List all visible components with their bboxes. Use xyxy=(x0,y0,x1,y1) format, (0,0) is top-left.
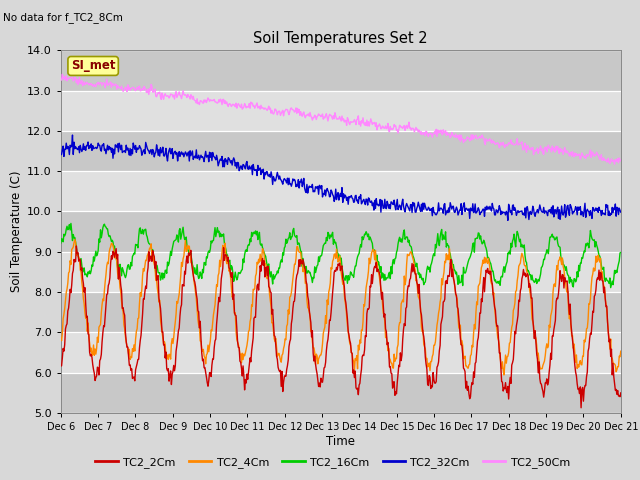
Text: No data for f_TC2_8Cm: No data for f_TC2_8Cm xyxy=(3,12,123,23)
Title: Soil Temperatures Set 2: Soil Temperatures Set 2 xyxy=(253,32,428,47)
Legend: TC2_2Cm, TC2_4Cm, TC2_16Cm, TC2_32Cm, TC2_50Cm: TC2_2Cm, TC2_4Cm, TC2_16Cm, TC2_32Cm, TC… xyxy=(91,452,575,472)
Bar xyxy=(61,372,621,413)
Bar xyxy=(61,91,621,131)
Bar xyxy=(61,131,621,171)
Bar xyxy=(61,50,621,91)
Bar xyxy=(61,252,621,292)
Text: SI_met: SI_met xyxy=(71,60,115,72)
Bar xyxy=(61,212,621,252)
Bar xyxy=(61,171,621,212)
X-axis label: Time: Time xyxy=(326,434,355,448)
Bar xyxy=(61,332,621,372)
Bar xyxy=(61,292,621,332)
Y-axis label: Soil Temperature (C): Soil Temperature (C) xyxy=(10,171,23,292)
